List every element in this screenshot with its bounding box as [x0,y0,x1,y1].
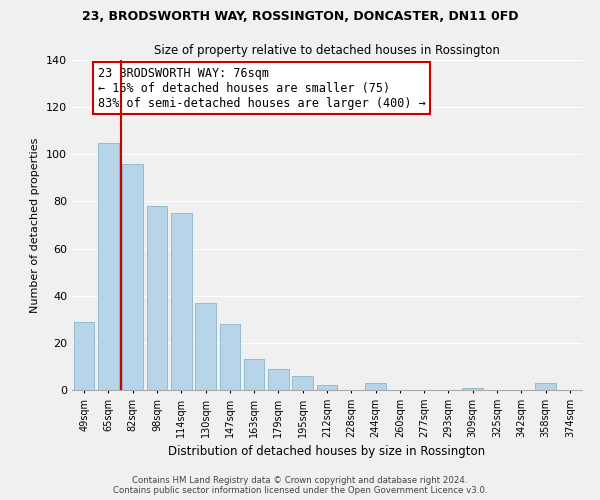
Text: 23, BRODSWORTH WAY, ROSSINGTON, DONCASTER, DN11 0FD: 23, BRODSWORTH WAY, ROSSINGTON, DONCASTE… [82,10,518,23]
Bar [463,388,483,390]
Bar [317,386,337,390]
Title: Size of property relative to detached houses in Rossington: Size of property relative to detached ho… [154,44,500,58]
Bar [122,164,143,390]
Bar [74,322,94,390]
Bar [268,369,289,390]
Bar [535,383,556,390]
Bar [220,324,240,390]
Text: 23 BRODSWORTH WAY: 76sqm
← 16% of detached houses are smaller (75)
83% of semi-d: 23 BRODSWORTH WAY: 76sqm ← 16% of detach… [97,66,425,110]
Bar [365,383,386,390]
Bar [171,213,191,390]
Bar [292,376,313,390]
Bar [98,142,119,390]
Bar [195,303,216,390]
Text: Contains HM Land Registry data © Crown copyright and database right 2024.
Contai: Contains HM Land Registry data © Crown c… [113,476,487,495]
Bar [244,360,265,390]
Bar [146,206,167,390]
X-axis label: Distribution of detached houses by size in Rossington: Distribution of detached houses by size … [169,446,485,458]
Y-axis label: Number of detached properties: Number of detached properties [31,138,40,312]
